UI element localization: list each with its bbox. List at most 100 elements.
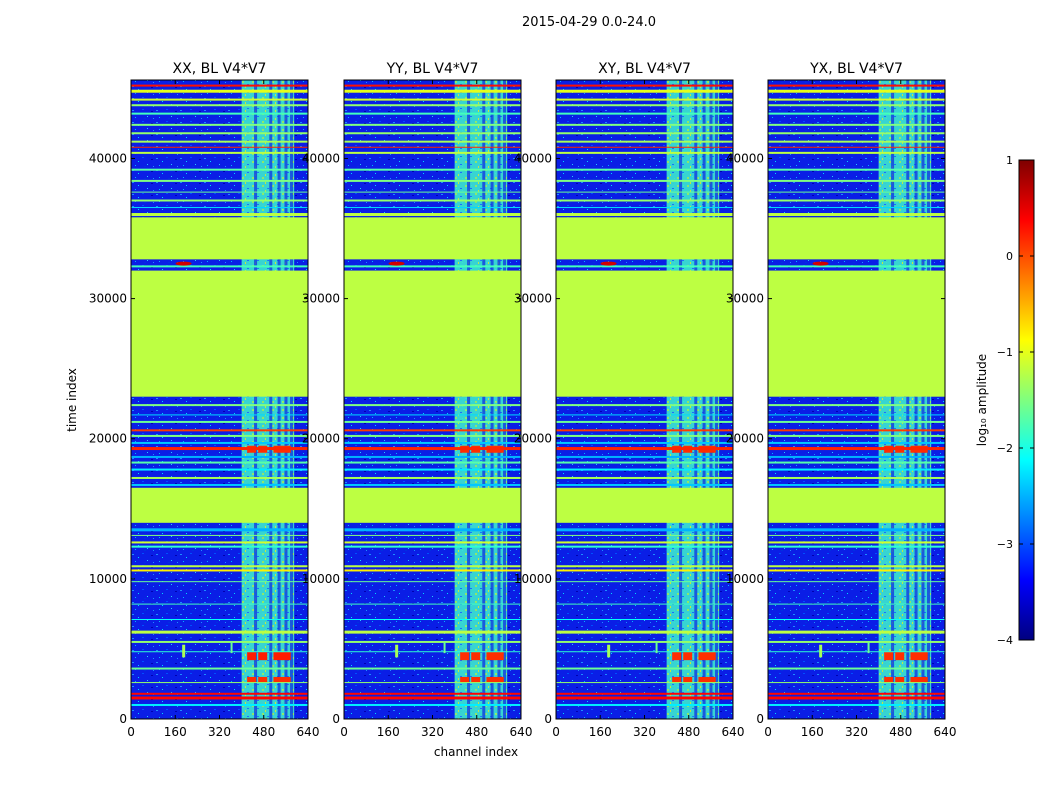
time-stripe	[768, 84, 945, 87]
time-stripe	[344, 420, 521, 423]
time-stripe	[344, 651, 521, 653]
time-stripe	[131, 565, 308, 568]
colorbar: −4 −3 −2 −1 0 1 log₁₀ amplitude	[975, 154, 1035, 647]
time-stripe	[344, 682, 521, 684]
time-stripe	[556, 696, 733, 700]
time-stripe	[344, 179, 521, 182]
rfi-hot-block	[698, 676, 708, 683]
time-stripe	[131, 534, 308, 536]
colorbar-tick-label: 0	[1006, 250, 1013, 263]
rfi-hot-block	[258, 676, 268, 683]
time-stripe	[556, 651, 733, 653]
time-stripe	[131, 651, 308, 653]
time-stripe	[344, 123, 521, 126]
time-stripe	[556, 441, 733, 444]
time-stripe	[768, 696, 945, 700]
time-stripe	[344, 447, 521, 451]
time-stripe	[131, 414, 308, 416]
time-stripe	[768, 140, 945, 143]
x-tick-label: 160	[801, 725, 824, 739]
hotspot	[812, 261, 829, 266]
rfi-gap	[290, 80, 294, 719]
x-tick-label: 320	[208, 725, 231, 739]
x-tick-label: 640	[722, 725, 745, 739]
x-tick-label: 160	[377, 725, 400, 739]
time-stripe	[131, 619, 308, 621]
time-stripe	[556, 692, 733, 695]
colorbar-tick-label: −4	[997, 634, 1013, 647]
rfi-hot-block	[494, 676, 504, 683]
time-stripe	[344, 569, 521, 572]
time-stripe	[768, 265, 945, 268]
colorbar-tick-label: 1	[1006, 154, 1013, 167]
time-stripe	[344, 696, 521, 700]
rfi-hot-block	[672, 651, 682, 661]
time-stripe	[344, 414, 521, 416]
rfi-hot-block	[706, 676, 716, 683]
y-tick-label: 20000	[89, 432, 127, 446]
y-tick-label: 10000	[726, 572, 764, 586]
rfi-hot-block	[247, 676, 257, 683]
time-stripe	[556, 455, 733, 458]
rfi-hot-block	[494, 651, 504, 661]
y-tick-label: 30000	[726, 292, 764, 306]
panels-group: XX, BL V4*V7 0 160 320 480 640 0 10000 20000 3000…	[89, 61, 957, 739]
y-tick-label: 40000	[726, 151, 764, 165]
time-stripe	[344, 191, 521, 193]
time-stripe	[556, 146, 733, 148]
rfi-gap	[914, 80, 918, 719]
time-stripe	[556, 179, 733, 182]
y-axis-label: time index	[65, 368, 79, 432]
rfi-gap	[284, 80, 288, 719]
y-tick-label: 40000	[302, 151, 340, 165]
time-stripe	[131, 429, 308, 432]
time-stripe	[344, 483, 521, 486]
rfi-gap	[709, 80, 713, 719]
rfi-hot-block	[486, 651, 496, 661]
time-stripe	[556, 191, 733, 193]
time-stripe	[768, 441, 945, 444]
time-stripe	[556, 112, 733, 115]
rfi-hot-block	[486, 676, 496, 683]
time-stripe	[768, 179, 945, 182]
x-tick-label: 0	[340, 725, 348, 739]
time-stripe	[556, 447, 733, 451]
time-stripe	[556, 541, 733, 544]
transient-feature	[395, 644, 399, 658]
time-stripe	[768, 146, 945, 148]
time-stripe	[556, 89, 733, 93]
time-stripe	[131, 98, 308, 101]
time-stripe	[344, 667, 521, 670]
y-tick-label: 40000	[89, 151, 127, 165]
time-stripe	[344, 168, 521, 171]
time-stripe	[768, 461, 945, 464]
y-tick-label: 0	[119, 712, 127, 726]
time-stripe	[131, 140, 308, 143]
time-stripe	[131, 630, 308, 634]
time-stripe	[344, 692, 521, 695]
time-stripe	[131, 404, 308, 407]
time-stripe	[344, 640, 521, 643]
y-tick-label: 20000	[726, 432, 764, 446]
time-stripe	[131, 696, 308, 700]
time-stripe	[344, 213, 521, 217]
time-stripe	[768, 191, 945, 193]
time-stripe	[556, 265, 733, 268]
x-tick-label: 640	[510, 725, 533, 739]
time-stripe	[131, 441, 308, 444]
time-stripe	[768, 630, 945, 634]
time-stripe	[344, 545, 521, 548]
time-stripe	[344, 581, 521, 583]
time-stripe	[131, 168, 308, 171]
flagged-block	[131, 217, 308, 260]
flagged-block	[344, 217, 521, 260]
transient-feature	[819, 644, 823, 658]
time-stripe	[768, 414, 945, 416]
x-tick-label: 320	[633, 725, 656, 739]
panel-title: YY, BL V4*V7	[386, 61, 479, 77]
time-stripe	[131, 434, 308, 437]
time-stripe	[344, 630, 521, 634]
x-tick-label: 320	[845, 725, 868, 739]
rfi-hot-block	[273, 676, 283, 683]
time-stripe	[768, 581, 945, 583]
